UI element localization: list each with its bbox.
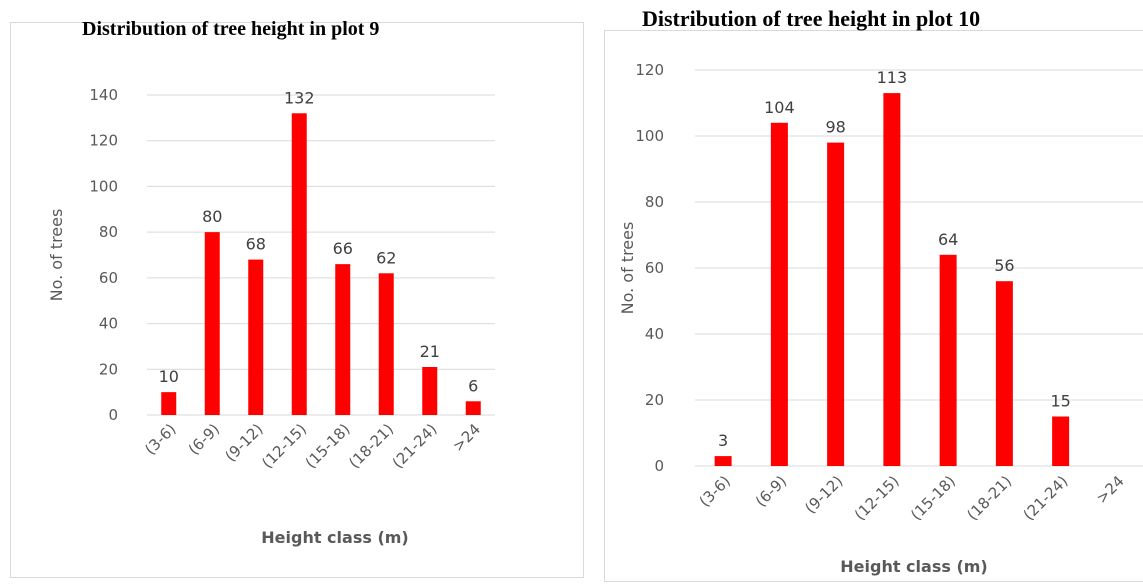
- plot-9-x-tick-label: (15-18): [302, 420, 354, 472]
- plot-10-data-label: 56: [994, 256, 1014, 275]
- plot-10-x-tick-label: (15-18): [907, 472, 959, 524]
- plot-10-data-label: 98: [825, 118, 845, 137]
- plot-9-data-label: 6: [468, 376, 478, 395]
- plot-9-y-tick-label: 20: [99, 360, 118, 378]
- plot-10-y-tick-label: 20: [645, 391, 664, 409]
- plot-9-x-tick-label: (21-24): [389, 420, 441, 472]
- plot-9-x-tick-label: (12-15): [258, 420, 310, 472]
- plot-10-x-tick-label: (12-15): [851, 472, 903, 524]
- plot-10-bar-4: [939, 254, 957, 466]
- plot-9-bar-7: [465, 401, 481, 415]
- chart-panel-plot-10: [604, 30, 1143, 582]
- plot-9-data-label: 10: [159, 367, 179, 386]
- plot-10-x-tick-label: (21-24): [1020, 472, 1072, 524]
- plot-10-bar-2: [827, 142, 845, 466]
- plot-10-x-tick-label: (9-12): [801, 472, 846, 517]
- plot-10-data-label: 3: [718, 431, 728, 450]
- chart-title-plot-10: Distribution of tree height in plot 10: [642, 6, 981, 31]
- plot-9-data-label: 66: [333, 239, 353, 258]
- plot-9-bar-5: [378, 273, 394, 415]
- plot-10-y-tick-label: 40: [645, 325, 664, 343]
- plot-10-x-tick-label: >24: [1093, 472, 1128, 507]
- plot-9-x-tick-label: (18-21): [345, 420, 397, 472]
- plot-10-x-tick-label: (3-6): [696, 472, 734, 510]
- plot-10-bar-6: [1052, 416, 1070, 466]
- plot-9-y-tick-label: 0: [108, 406, 118, 424]
- plot-10-x-axis-title: Height class (m): [840, 557, 987, 576]
- plot-9-x-tick-label: (3-6): [141, 420, 179, 458]
- plot-9-y-tick-label: 80: [99, 223, 118, 241]
- plot-10-data-label: 113: [877, 68, 908, 87]
- plot-10-y-axis-title: No. of trees: [618, 222, 637, 315]
- plot-10-bar-0: [714, 456, 732, 466]
- plot-9-y-tick-label: 60: [99, 269, 118, 287]
- plot-9-y-tick-label: 100: [89, 177, 118, 195]
- plot-9-bar-4: [335, 264, 351, 415]
- plot-9-bar-2: [248, 259, 264, 415]
- plot-9-y-tick-label: 40: [99, 315, 118, 333]
- plot-9-bar-6: [422, 367, 438, 415]
- plot-9-data-label: 68: [246, 235, 266, 254]
- plot-10-y-tick-label: 60: [645, 259, 664, 277]
- plot-10-y-tick-label: 100: [635, 127, 664, 145]
- plot-10-data-label: 64: [938, 230, 958, 249]
- plot-9-bar-1: [204, 232, 220, 415]
- plot-9-x-tick-label: (6-9): [185, 420, 223, 458]
- chart-title-plot-9: Distribution of tree height in plot 9: [82, 18, 380, 40]
- plot-10-data-label: 15: [1050, 392, 1070, 411]
- plot-9-bar-3: [291, 113, 307, 416]
- plot-9-x-tick-label: >24: [449, 420, 484, 455]
- plot-9-data-label: 21: [420, 342, 440, 361]
- plot-10-y-tick-label: 120: [635, 61, 664, 79]
- plot-9-y-tick-label: 140: [89, 86, 118, 104]
- plot-10-x-tick-label: (6-9): [752, 472, 790, 510]
- plot-10-bar-5: [995, 281, 1013, 466]
- plot-10-x-tick-label: (18-21): [963, 472, 1015, 524]
- plot-9-bar-0: [161, 392, 177, 415]
- plot-10-data-label: 104: [764, 98, 795, 117]
- plot-10-bar-3: [883, 93, 901, 466]
- plot-9-x-axis-title: Height class (m): [261, 528, 408, 547]
- plot-10-y-tick-label: 0: [654, 457, 664, 475]
- plot-9-y-axis-title: No. of trees: [47, 209, 66, 302]
- plot-10-y-tick-label: 80: [645, 193, 664, 211]
- plot-10-bar-1: [770, 122, 788, 467]
- plot-9-data-label: 132: [284, 88, 315, 107]
- plot-9-data-label: 62: [376, 248, 396, 267]
- plot-9-y-tick-label: 120: [89, 132, 118, 150]
- plot-9-data-label: 80: [202, 207, 222, 226]
